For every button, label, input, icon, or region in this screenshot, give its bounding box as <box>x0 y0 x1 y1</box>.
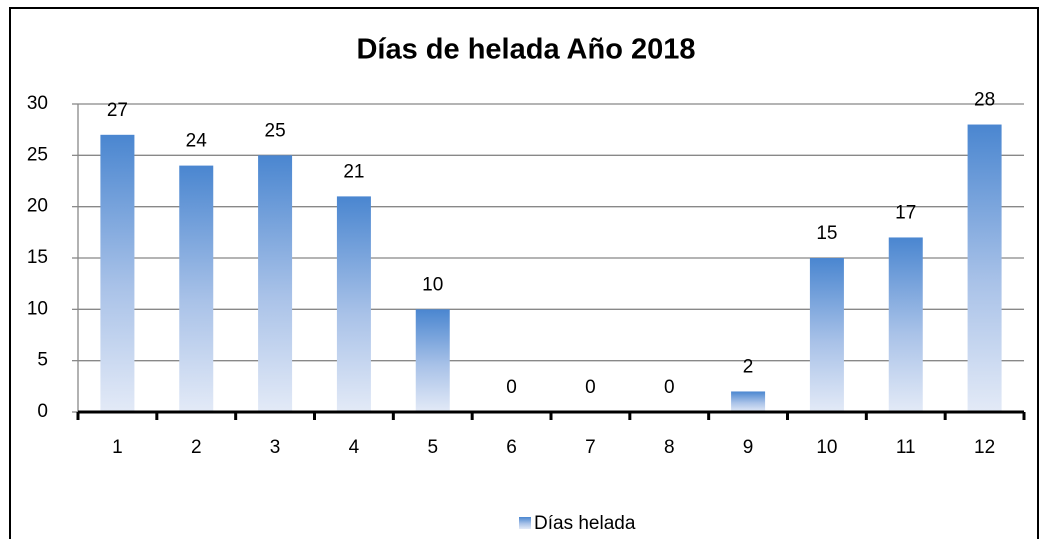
data-label: 10 <box>422 274 443 295</box>
data-label: 27 <box>107 100 128 121</box>
chart-title: Días de helada Año 2018 <box>356 34 695 66</box>
data-label: 17 <box>895 202 916 223</box>
y-tick-label: 30 <box>27 93 48 114</box>
x-tick-label: 5 <box>427 437 438 458</box>
legend-swatch <box>519 517 531 529</box>
x-tick-label: 2 <box>191 437 202 458</box>
data-label: 28 <box>974 90 995 111</box>
x-tick-label: 4 <box>349 437 360 458</box>
data-label: 15 <box>816 223 837 244</box>
bar <box>967 124 1002 413</box>
y-tick-label: 5 <box>37 350 48 371</box>
bar <box>888 237 923 412</box>
data-label: 0 <box>585 377 596 398</box>
y-tick-label: 10 <box>27 298 48 319</box>
x-tick-label: 10 <box>816 437 837 458</box>
bar <box>731 391 766 412</box>
x-tick-label: 12 <box>974 437 995 458</box>
bar <box>100 134 135 413</box>
y-tick-label: 20 <box>27 196 48 217</box>
legend-label: Días helada <box>534 513 636 534</box>
chart-frame <box>9 7 1039 539</box>
x-tick-label: 6 <box>506 437 517 458</box>
y-tick-label: 0 <box>37 401 48 422</box>
data-label: 0 <box>506 377 517 398</box>
bar <box>809 258 844 412</box>
x-tick-label: 8 <box>664 437 675 458</box>
data-label: 21 <box>343 161 364 182</box>
bar <box>258 155 293 413</box>
y-tick-label: 25 <box>27 144 48 165</box>
x-tick-label: 9 <box>743 437 754 458</box>
x-tick-label: 11 <box>896 437 916 458</box>
y-tick-label: 15 <box>27 247 48 268</box>
bar <box>415 309 450 412</box>
data-label: 24 <box>186 131 208 152</box>
bar <box>336 196 371 412</box>
data-label: 2 <box>743 356 754 377</box>
bar <box>179 165 214 412</box>
x-tick-label: 1 <box>112 437 123 458</box>
x-tick-label: 7 <box>585 437 596 458</box>
data-label: 25 <box>265 120 286 141</box>
data-label: 0 <box>664 377 675 398</box>
x-tick-label: 3 <box>270 437 281 458</box>
